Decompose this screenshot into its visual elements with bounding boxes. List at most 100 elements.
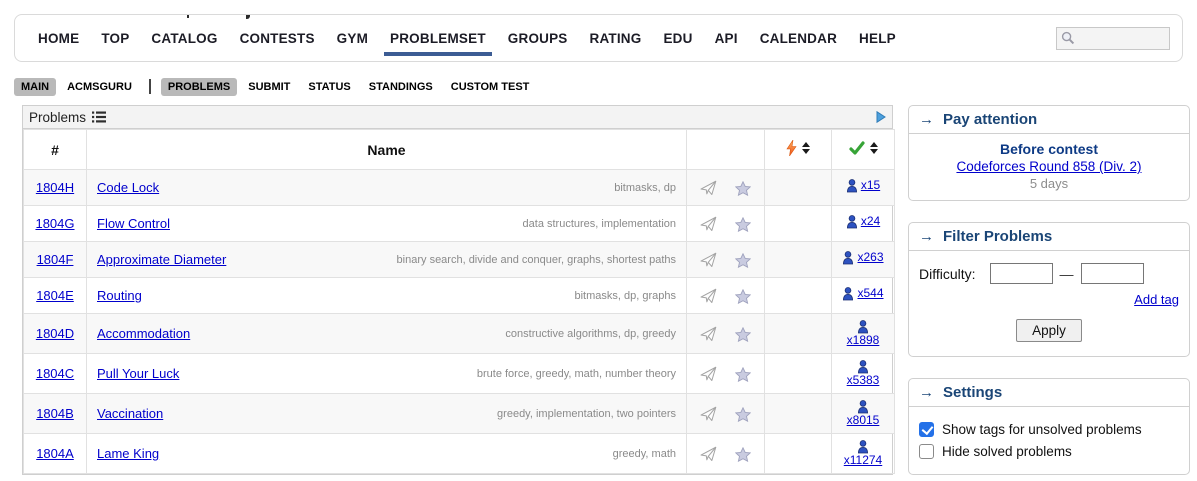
paper-plane-icon[interactable]: [700, 366, 718, 382]
solved-count-link[interactable]: x24: [846, 214, 880, 229]
settings-option-row: Show tags for unsolved problems: [919, 422, 1179, 437]
paper-plane-icon[interactable]: [700, 252, 718, 268]
nav-item-problemset[interactable]: PROBLEMSET: [379, 31, 497, 56]
solved-count-link[interactable]: x1898: [847, 319, 879, 348]
nav-item-gym[interactable]: GYM: [336, 30, 369, 46]
paper-plane-icon[interactable]: [700, 216, 718, 232]
problem-id-link[interactable]: 1804F: [36, 252, 74, 267]
apply-button[interactable]: Apply: [1016, 319, 1082, 342]
expand-play-icon[interactable]: [876, 111, 886, 123]
solver-person-icon: [857, 439, 868, 453]
subnav-item-main[interactable]: MAIN: [14, 77, 57, 96]
nav-item-help[interactable]: HELP: [859, 30, 896, 46]
subnav-item-acmsguru[interactable]: ACMSGURU: [67, 80, 132, 93]
subnav-item-custom-test[interactable]: CUSTOM TEST: [450, 80, 530, 93]
settings-title: Settings: [943, 384, 1003, 401]
add-tag-link[interactable]: Add tag: [1134, 292, 1179, 307]
filter-problems-title: Filter Problems: [943, 228, 1053, 245]
settings-checkbox[interactable]: [919, 422, 934, 437]
favorite-star-icon[interactable]: [735, 216, 752, 232]
problem-id-link[interactable]: 1804H: [35, 180, 75, 195]
subnav-item-standings[interactable]: STANDINGS: [368, 80, 433, 93]
difficulty-cell: [764, 313, 832, 354]
favorite-star-icon[interactable]: [735, 326, 752, 342]
table-header-row: # Name: [23, 129, 895, 170]
nav-item-home[interactable]: HOME: [38, 30, 80, 46]
col-header-name: Name: [86, 129, 687, 170]
problem-name-link[interactable]: Code Lock: [97, 180, 160, 195]
settings-option-row: Hide solved problems: [919, 444, 1179, 459]
table-row: 1804A Lame King greedy, math: [23, 433, 895, 474]
solved-sort-control[interactable]: [848, 141, 878, 155]
subnav-item-problems[interactable]: PROBLEMS: [160, 77, 238, 96]
settings-checkbox[interactable]: [919, 444, 934, 459]
problem-id-link[interactable]: 1804E: [36, 288, 74, 303]
subnav-item-submit[interactable]: SUBMIT: [248, 80, 291, 93]
problem-name-link[interactable]: Flow Control: [97, 216, 170, 231]
nav-item-catalog[interactable]: CATALOG: [151, 30, 218, 46]
solver-person-icon: [846, 215, 857, 229]
filter-problems-box: → Filter Problems Difficulty: — Add tag …: [908, 222, 1190, 357]
problem-name-link[interactable]: Vaccination: [97, 406, 164, 421]
paper-plane-icon[interactable]: [700, 326, 718, 342]
solved-count-link[interactable]: x263: [842, 250, 884, 265]
paper-plane-icon[interactable]: [700, 180, 718, 196]
list-menu-icon[interactable]: [92, 111, 107, 123]
favorite-star-icon[interactable]: [735, 366, 752, 382]
content: Problems: [22, 105, 1190, 481]
favorite-star-icon[interactable]: [735, 446, 752, 462]
main-nav: HOME TOP CATALOG CONTESTS GYM PROBLEMSET GROUP…: [14, 14, 1183, 62]
paper-plane-icon[interactable]: [700, 288, 718, 304]
difficulty-cell: [764, 277, 832, 314]
paper-plane-icon[interactable]: [700, 406, 718, 422]
problem-name-link[interactable]: Lame King: [97, 446, 160, 461]
nav-item-api[interactable]: API: [714, 30, 738, 46]
subnav-item-status[interactable]: STATUS: [308, 80, 351, 93]
difficulty-min-input[interactable]: [989, 263, 1053, 284]
col-header-difficulty: [764, 129, 832, 170]
problem-id-link[interactable]: 1804D: [35, 326, 75, 341]
solved-count-link[interactable]: x15: [846, 178, 880, 193]
table-row: 1804D Accommodation constructive algorit…: [23, 313, 895, 354]
contest-link[interactable]: Codeforces Round 858 (Div. 2): [956, 159, 1142, 174]
table-row: 1804C Pull Your Luck brute force, greedy…: [23, 353, 895, 394]
subnav-separator: [148, 79, 151, 94]
problem-id-link[interactable]: 1804G: [35, 216, 75, 231]
nav-item-top[interactable]: TOP: [101, 30, 130, 46]
favorite-star-icon[interactable]: [735, 252, 752, 268]
problem-name-link[interactable]: Accommodation: [97, 326, 191, 341]
pay-attention-box: → Pay attention Before contest Codeforce…: [908, 105, 1190, 201]
difficulty-max-input[interactable]: [1080, 263, 1144, 284]
solved-count-link[interactable]: x5383: [847, 359, 879, 388]
favorite-star-icon[interactable]: [735, 180, 752, 196]
paper-plane-icon[interactable]: [700, 446, 718, 462]
table-row: 1804B Vaccination greedy, implementation…: [23, 393, 895, 434]
problem-name-link[interactable]: Pull Your Luck: [97, 366, 180, 381]
problem-tags: greedy, implementation, two pointers: [497, 407, 676, 420]
sub-nav: MAIN ACMSGURU PROBLEMS SUBMIT STATUS STANDING…: [14, 76, 1197, 97]
sort-arrows-icon: [802, 142, 810, 154]
nav-item-rating[interactable]: RATING: [589, 30, 642, 46]
nav-item-edu[interactable]: EDU: [663, 30, 693, 46]
problem-name-link[interactable]: Routing: [97, 288, 142, 303]
problem-name-link[interactable]: Approximate Diameter: [97, 252, 227, 267]
solved-count-link[interactable]: x544: [842, 286, 884, 301]
solved-count-link[interactable]: x8015: [847, 399, 879, 428]
nav-item-groups[interactable]: GROUPS: [507, 30, 568, 46]
favorite-star-icon[interactable]: [735, 288, 752, 304]
table-caption-bar: Problems: [23, 106, 892, 129]
solved-count-link[interactable]: x11274: [844, 439, 882, 468]
problem-id-link[interactable]: 1804C: [35, 366, 75, 381]
nav-item-contests[interactable]: CONTESTS: [239, 30, 315, 46]
search-box: [1056, 26, 1170, 50]
problem-tags: bitmasks, dp: [614, 181, 676, 194]
problem-tags: greedy, math: [612, 447, 676, 460]
problem-id-link[interactable]: 1804B: [36, 406, 74, 421]
table-caption-title: Problems: [29, 109, 87, 125]
difficulty-sort-control[interactable]: [786, 140, 810, 156]
problem-id-link[interactable]: 1804A: [36, 446, 74, 461]
nav-item-calendar[interactable]: CALENDAR: [759, 30, 838, 46]
favorite-star-icon[interactable]: [735, 406, 752, 422]
search-input[interactable]: [1078, 31, 1162, 45]
table-row: 1804F Approximate Diameter binary search…: [23, 241, 895, 278]
